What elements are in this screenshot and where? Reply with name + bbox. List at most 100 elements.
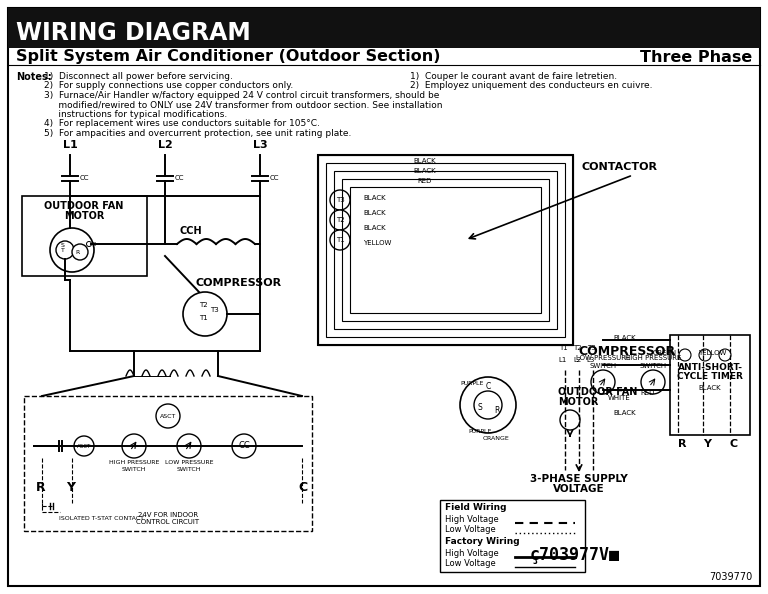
Text: modified/rewired to ONLY use 24V transformer from outdoor section. See installat: modified/rewired to ONLY use 24V transfo… <box>44 100 442 109</box>
Text: L3: L3 <box>587 357 595 363</box>
Text: 1)  Disconnect all power before servicing.: 1) Disconnect all power before servicing… <box>44 72 233 81</box>
Text: CC: CC <box>238 441 250 450</box>
Text: instructions for typical modifications.: instructions for typical modifications. <box>44 110 227 119</box>
Text: C: C <box>92 242 96 247</box>
Text: CC: CC <box>80 175 90 182</box>
Text: CYCLE TIMER: CYCLE TIMER <box>677 372 743 381</box>
Circle shape <box>72 244 88 260</box>
Text: CONTACTOR: CONTACTOR <box>581 162 657 172</box>
Text: Y: Y <box>66 481 75 494</box>
Circle shape <box>460 377 516 433</box>
Text: CCH: CCH <box>180 226 203 236</box>
Text: L3: L3 <box>253 140 267 150</box>
Text: SWITCH: SWITCH <box>640 363 667 369</box>
Text: BLACK: BLACK <box>699 385 721 391</box>
Text: ISOLATED T-STAT CONTACT: ISOLATED T-STAT CONTACT <box>59 516 144 521</box>
Text: Notes:: Notes: <box>16 72 51 82</box>
Text: 2)  Employez uniquement des conducteurs en cuivre.: 2) Employez uniquement des conducteurs e… <box>410 81 653 90</box>
Bar <box>342 179 549 321</box>
Circle shape <box>122 434 146 458</box>
Text: GREEN: GREEN <box>653 350 677 356</box>
Bar <box>8 8 760 48</box>
Text: SWITCH: SWITCH <box>177 467 201 472</box>
Text: Factory Wiring: Factory Wiring <box>445 537 520 546</box>
Circle shape <box>87 242 91 247</box>
Text: BLACK: BLACK <box>613 335 636 341</box>
Bar <box>326 163 565 337</box>
Bar <box>24 396 312 531</box>
Bar <box>334 171 557 329</box>
Bar <box>318 155 573 345</box>
Circle shape <box>232 434 256 458</box>
Text: HIGH PRESSURE: HIGH PRESSURE <box>109 460 159 465</box>
Text: T2: T2 <box>573 345 581 351</box>
Circle shape <box>591 370 615 394</box>
Circle shape <box>560 410 580 430</box>
Text: L2: L2 <box>573 357 581 363</box>
Text: 1)  Couper le courant avant de faire letretien.: 1) Couper le courant avant de faire letr… <box>410 72 617 81</box>
Text: C: C <box>485 382 491 391</box>
Text: 2)  For supply connections use copper conductors only.: 2) For supply connections use copper con… <box>44 81 293 90</box>
Text: PURPLE: PURPLE <box>468 429 492 434</box>
Circle shape <box>74 436 94 456</box>
Text: 24V FOR INDOOR: 24V FOR INDOOR <box>138 512 198 518</box>
Text: R: R <box>36 481 45 494</box>
Circle shape <box>641 370 665 394</box>
Text: 3)  Furnace/Air Handler w/factory equipped 24 V control circuit transformers, sh: 3) Furnace/Air Handler w/factory equippe… <box>44 91 439 100</box>
Text: Low Voltage: Low Voltage <box>445 525 496 534</box>
Text: CC: CC <box>270 175 280 182</box>
Bar <box>670 335 750 435</box>
Text: S: S <box>61 243 65 248</box>
Text: C: C <box>298 481 307 494</box>
Text: ASCT: ASCT <box>160 413 176 419</box>
Text: BLACK: BLACK <box>363 210 386 216</box>
Text: WHITE: WHITE <box>608 395 631 401</box>
Circle shape <box>177 434 201 458</box>
Bar <box>22 196 147 276</box>
Text: HIGH PRESSURE: HIGH PRESSURE <box>625 355 681 361</box>
Text: ASCT: ASCT <box>77 444 91 448</box>
Text: LOW PRESSURE: LOW PRESSURE <box>576 355 631 361</box>
Circle shape <box>50 228 94 272</box>
Text: YELLOW: YELLOW <box>698 350 727 356</box>
Text: C: C <box>730 439 738 449</box>
Text: CONTROL CIRCUIT: CONTROL CIRCUIT <box>137 519 200 525</box>
Circle shape <box>183 292 227 336</box>
Circle shape <box>56 241 74 259</box>
Text: ANTI-SHORT-: ANTI-SHORT- <box>677 363 743 372</box>
Text: PURPLE: PURPLE <box>460 381 483 386</box>
Circle shape <box>156 404 180 428</box>
Circle shape <box>474 391 502 419</box>
Text: T: T <box>61 248 65 253</box>
Text: RED: RED <box>418 178 432 184</box>
Text: S: S <box>478 403 483 412</box>
Text: High Voltage: High Voltage <box>445 515 498 524</box>
Text: SWITCH: SWITCH <box>122 467 146 472</box>
Text: L2: L2 <box>157 140 172 150</box>
Text: 4)  For replacement wires use conductors suitable for 105°C.: 4) For replacement wires use conductors … <box>44 119 320 128</box>
Text: COMPRESSOR: COMPRESSOR <box>195 278 281 288</box>
Text: MOTOR: MOTOR <box>64 211 104 221</box>
Text: OUTDOOR FAN: OUTDOOR FAN <box>558 387 637 397</box>
Text: BLACK: BLACK <box>414 168 436 174</box>
Text: CC: CC <box>175 175 184 182</box>
Text: COMPRESSOR: COMPRESSOR <box>578 345 675 358</box>
Text: OUTDOOR FAN: OUTDOOR FAN <box>45 201 124 211</box>
Text: BLACK: BLACK <box>613 410 636 416</box>
Text: Field Wiring: Field Wiring <box>445 503 507 512</box>
Text: LOW PRESSURE: LOW PRESSURE <box>165 460 214 465</box>
Text: 3-PHASE SUPPLY: 3-PHASE SUPPLY <box>530 474 628 484</box>
Text: T1: T1 <box>336 237 344 243</box>
Circle shape <box>719 349 731 361</box>
Text: T1: T1 <box>558 345 568 351</box>
Text: R: R <box>76 249 80 254</box>
Text: BLACK: BLACK <box>363 195 386 201</box>
Circle shape <box>330 210 350 230</box>
Circle shape <box>330 230 350 250</box>
Text: T3: T3 <box>587 345 595 351</box>
Text: ORANGE: ORANGE <box>483 436 510 441</box>
Text: L1: L1 <box>559 357 568 363</box>
Text: Low Voltage: Low Voltage <box>445 559 496 568</box>
Text: 7039770: 7039770 <box>709 572 752 582</box>
Bar <box>440 500 585 572</box>
